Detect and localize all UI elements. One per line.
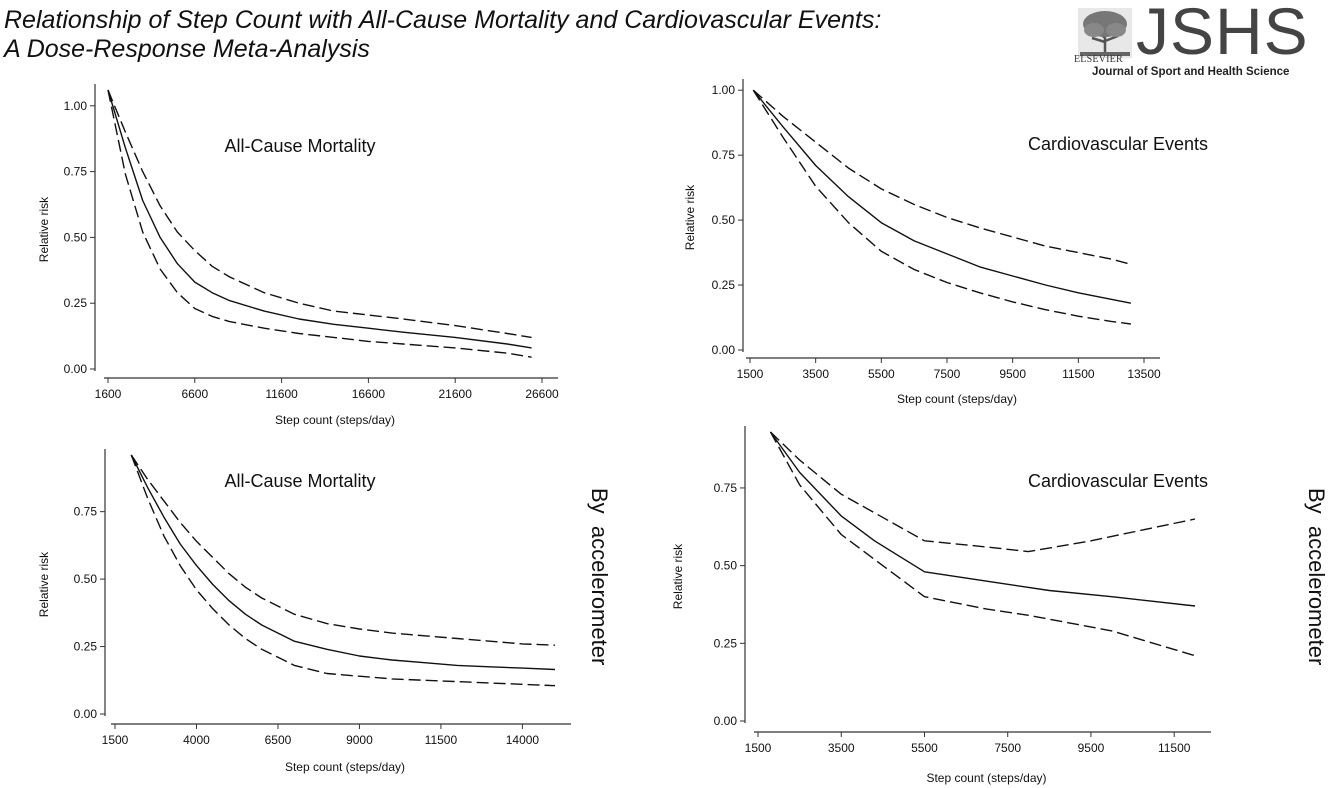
- x-tick-label: 1600: [95, 387, 122, 401]
- series-estimate-line: [769, 431, 1196, 607]
- chart-title: Cardiovascular Events: [1028, 134, 1208, 154]
- series-ci-line-1: [107, 89, 532, 339]
- x-tick-label: 5500: [868, 367, 895, 381]
- journal-logo-mark: JSHS: [1136, 0, 1309, 68]
- series-ci-line-2: [752, 89, 1131, 325]
- chart-3: 0.00 0.25 0.50 0.75 1500 4000 6500 9000 11500 140…: [37, 449, 571, 774]
- elsevier-tree-icon: [1078, 8, 1132, 58]
- x-tick-label: 3500: [802, 367, 829, 381]
- y-axis-label: Relative risk: [671, 543, 685, 609]
- x-tick-label: 9500: [999, 367, 1026, 381]
- journal-logo: ELSEVIER JSHS Journal of Sport and Healt…: [1074, 0, 1330, 84]
- y-tick-label: 0.50: [64, 230, 88, 244]
- series-estimate-line: [130, 454, 556, 671]
- x-tick-label: 5500: [911, 741, 938, 755]
- x-axis-label: Step count (steps/day): [897, 392, 1017, 406]
- chart-2: 0.00 0.25 0.50 0.75 1.00 1500 3500 5500 7500 9500…: [683, 79, 1208, 406]
- x-tick-label: 9500: [1078, 741, 1105, 755]
- x-tick-label: 3500: [828, 741, 855, 755]
- series-ci-line-1: [130, 454, 556, 646]
- series-ci-line-2: [130, 454, 556, 687]
- x-tick-label: 16600: [352, 387, 386, 401]
- chart-title: All-Cause Mortality: [224, 136, 375, 156]
- y-tick-label: 1.00: [64, 99, 88, 113]
- y-tick-label: 0.25: [712, 278, 736, 292]
- y-tick-label: 1.00: [712, 83, 736, 97]
- x-tick-label: 1500: [737, 367, 764, 381]
- x-tick-label: 1500: [102, 733, 129, 747]
- x-axis-label: Step count (steps/day): [285, 760, 405, 774]
- y-tick-label: 0.75: [64, 165, 88, 179]
- x-tick-label: 14000: [506, 733, 540, 747]
- x-tick-label: 21600: [439, 387, 473, 401]
- x-axis-label: Step count (steps/day): [275, 413, 395, 427]
- x-tick-label: 9000: [346, 733, 373, 747]
- y-tick-label: 0.00: [64, 362, 88, 376]
- chart-4: 0.00 0.25 0.50 0.75 1500 3500 5500 7500 9500 1150…: [671, 426, 1211, 785]
- chart-title: Cardiovascular Events: [1028, 471, 1208, 491]
- series-ci-line-1: [770, 431, 1196, 553]
- x-tick-label: 6500: [265, 733, 292, 747]
- y-axis-label: Relative risk: [683, 184, 697, 250]
- y-tick-label: 0.00: [714, 714, 738, 728]
- x-tick-label: 1500: [745, 741, 772, 755]
- y-axis-label: Relative risk: [37, 196, 51, 262]
- x-tick-label: 11500: [425, 733, 458, 747]
- y-tick-label: 0.25: [74, 640, 98, 654]
- y-tick-label: 0.50: [712, 213, 736, 227]
- series-ci-line-2: [769, 431, 1196, 657]
- x-axis-label: Step count (steps/day): [926, 771, 1046, 785]
- x-tick-label: 11500: [1158, 741, 1191, 755]
- x-tick-label: 7500: [994, 741, 1021, 755]
- series-estimate-line: [107, 89, 532, 349]
- chart-title: All-Cause Mortality: [224, 471, 375, 491]
- x-tick-label: 6600: [181, 387, 208, 401]
- x-tick-label: 13500: [1127, 367, 1161, 381]
- y-tick-label: 0.25: [714, 636, 738, 650]
- y-tick-label: 0.50: [74, 572, 98, 586]
- y-tick-label: 0.00: [74, 707, 98, 721]
- chart-1: 0.00 0.25 0.50 0.75 1.00 1600 6600 11600 16600 21…: [37, 84, 559, 427]
- series-ci-line-2: [107, 89, 532, 358]
- y-tick-label: 0.75: [74, 505, 98, 519]
- y-tick-label: 0.25: [64, 296, 88, 310]
- x-tick-label: 7500: [934, 367, 961, 381]
- page-title-line1: Relationship of Step Count with All-Caus…: [4, 6, 882, 34]
- y-tick-label: 0.75: [714, 481, 738, 495]
- x-tick-label: 4000: [183, 733, 210, 747]
- page-title-line2: A Dose-Response Meta-Analysis: [4, 35, 370, 63]
- x-tick-label: 26600: [525, 387, 559, 401]
- x-tick-label: 11600: [265, 387, 298, 401]
- y-tick-label: 0.00: [712, 343, 736, 357]
- publisher-name: ELSEVIER: [1074, 54, 1123, 65]
- series-estimate-line: [752, 89, 1132, 304]
- y-axis-label: Relative risk: [37, 551, 51, 617]
- x-tick-label: 11500: [1062, 367, 1095, 381]
- journal-name: Journal of Sport and Health Science: [1092, 66, 1290, 78]
- y-tick-label: 0.75: [712, 148, 736, 162]
- y-tick-label: 0.50: [714, 559, 738, 573]
- page-title: Relationship of Step Count with All-Caus…: [4, 6, 881, 64]
